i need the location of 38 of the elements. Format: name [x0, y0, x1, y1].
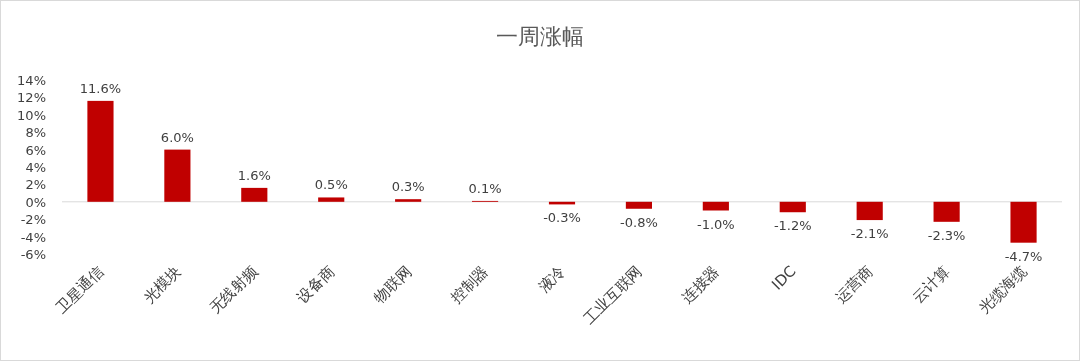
y-tick-label: -2% — [20, 212, 46, 228]
y-tick-label: 14% — [17, 73, 46, 88]
data-label: -0.8% — [620, 214, 658, 230]
chart-title: 一周涨幅 — [496, 24, 584, 49]
x-tick-label: 设备商 — [293, 262, 339, 307]
x-tick-label: 光缆海缆 — [975, 262, 1031, 318]
data-label: 0.1% — [468, 180, 502, 196]
y-tick-label: 2% — [25, 177, 46, 193]
y-tick-label: 12% — [17, 90, 46, 106]
data-label: 11.6% — [79, 80, 122, 96]
y-tick-label: 10% — [17, 107, 46, 123]
y-tick-label: 6% — [25, 142, 46, 158]
data-label: 0.3% — [391, 179, 425, 195]
x-tick-label: IDC — [768, 262, 800, 294]
x-tick-label: 连接器 — [678, 262, 723, 307]
data-label: -0.3% — [543, 210, 581, 226]
data-label: -2.1% — [850, 226, 889, 242]
data-label: -1.0% — [696, 216, 735, 232]
data-label: 6.0% — [160, 129, 194, 145]
data-label: 1.6% — [237, 167, 271, 183]
x-tick-label: 运营商 — [831, 262, 877, 307]
y-tick-label: 4% — [25, 160, 46, 175]
x-tick-label: 工业互联网 — [579, 262, 646, 328]
x-tick-label: 液冷 — [534, 262, 569, 297]
y-tick-label: 8% — [25, 125, 46, 141]
x-tick-label: 控制器 — [447, 262, 492, 307]
data-label: 0.5% — [314, 177, 348, 193]
data-label: -2.3% — [927, 227, 966, 243]
y-tick-label: -6% — [20, 247, 46, 262]
y-tick-label: -4% — [20, 229, 46, 245]
x-tick-label: 卫星通信 — [52, 262, 108, 318]
x-tick-label: 光模块 — [139, 262, 185, 307]
x-tick-label: 云计算 — [908, 262, 954, 307]
x-tick-label: 无线射频 — [205, 262, 262, 318]
x-tick-label: 物联网 — [370, 262, 415, 307]
data-label: -1.2% — [773, 218, 812, 234]
data-label: -4.7% — [1004, 248, 1043, 264]
y-tick-label: 0% — [25, 194, 46, 210]
